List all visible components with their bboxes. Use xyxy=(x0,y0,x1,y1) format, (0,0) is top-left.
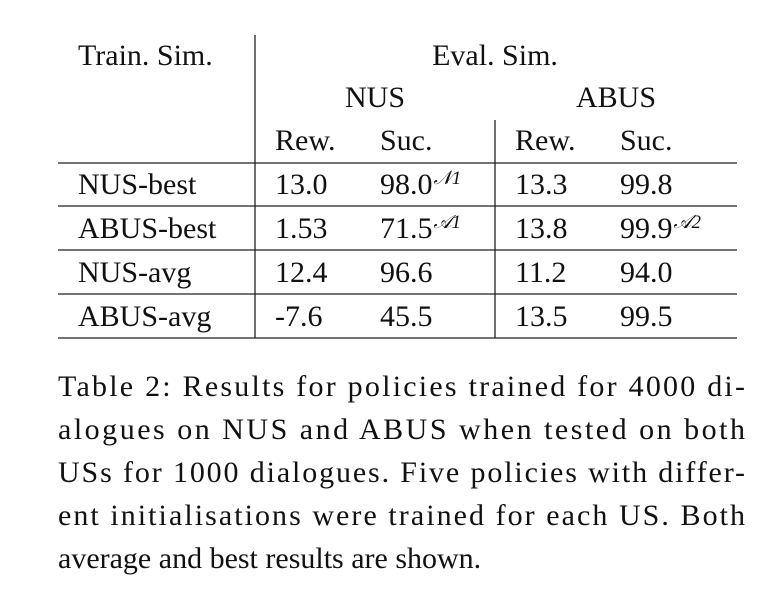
cell: 13.5 xyxy=(515,300,568,333)
cell: 45.5 xyxy=(380,300,433,333)
cell: 71.5 xyxy=(380,212,433,245)
cell: 12.4 xyxy=(275,256,328,289)
column-header: Suc. xyxy=(380,124,433,157)
superscript: 𝒜1 xyxy=(434,212,461,233)
cell: 13.8 xyxy=(515,212,568,245)
group-header: NUS xyxy=(345,81,405,114)
row-label: ABUS-best xyxy=(78,212,217,245)
caption-line: USs for 1000 dialogues. Five policies wi… xyxy=(58,456,745,489)
caption-line: average and best results are shown. xyxy=(58,542,481,575)
caption-line: alogues on NUS and ABUS when tested on b… xyxy=(58,413,745,446)
column-header: Suc. xyxy=(620,124,673,157)
row-label: NUS-best xyxy=(78,168,197,201)
row-label: NUS-avg xyxy=(78,256,191,289)
cell: -7.6 xyxy=(275,300,323,333)
cell: 99.5 xyxy=(620,300,673,333)
caption-line: Table 2: Results for policies trained fo… xyxy=(58,370,745,403)
superscript: 𝒜2 xyxy=(674,212,702,233)
superscript: 𝒩1 xyxy=(434,168,462,189)
row-label: ABUS-avg xyxy=(78,300,211,333)
cell: 1.53 xyxy=(275,212,328,245)
column-header: Rew. xyxy=(515,124,576,157)
cell: 13.3 xyxy=(515,168,568,201)
header-train: Train. Sim. xyxy=(78,39,213,72)
column-header: Rew. xyxy=(275,124,336,157)
cell: 94.0 xyxy=(620,256,673,289)
header-eval: Eval. Sim. xyxy=(432,39,558,72)
cell: 98.0 xyxy=(380,168,433,201)
caption-line: ent initialisations were trained for eac… xyxy=(58,499,745,532)
cell: 13.0 xyxy=(275,168,328,201)
cell: 99.8 xyxy=(620,168,673,201)
group-header: ABUS xyxy=(576,81,656,114)
cell: 11.2 xyxy=(515,256,566,289)
cell: 96.6 xyxy=(380,256,433,289)
cell: 99.9 xyxy=(620,212,673,245)
